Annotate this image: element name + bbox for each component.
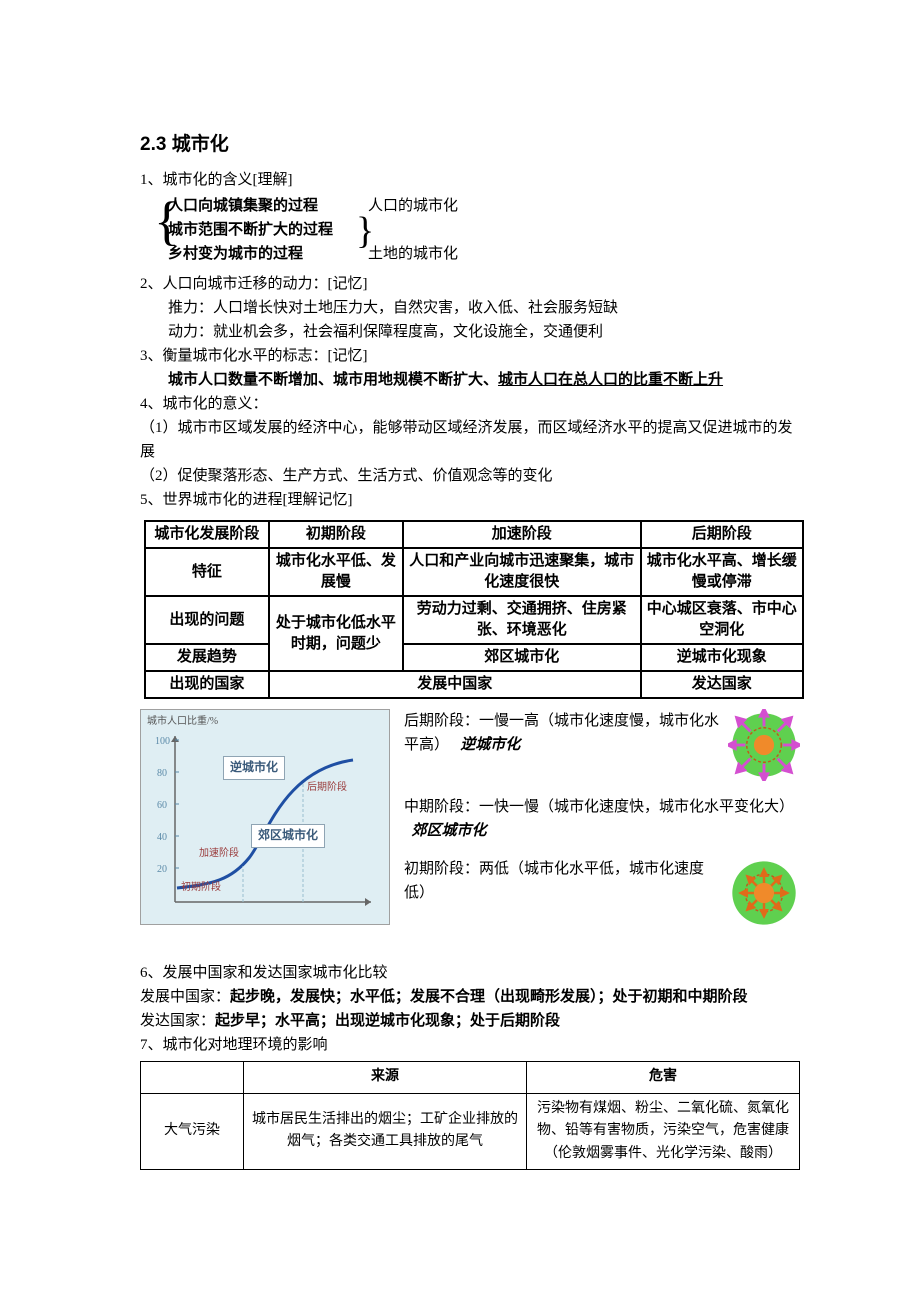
st-r3c0: 发展趋势: [145, 644, 269, 671]
def-l3: 乡村变为城市的过程: [168, 242, 368, 266]
desc-late-b: 逆城市化: [460, 737, 520, 753]
st-r2c0: 出现的问题: [145, 596, 269, 644]
item3-body-b: 城市人口在总人口的比重不断上升: [498, 372, 723, 388]
desc-late-a: 后期阶段：一慢一高（城市化速度慢，城市化水平高）: [404, 713, 719, 753]
et-h2: 危害: [527, 1062, 800, 1093]
st-h3: 后期阶段: [641, 521, 803, 548]
item6-adv: 发达国家：起步早；水平高；出现逆城市化现象；处于后期阶段: [140, 1009, 800, 1033]
et-r1c2: 污染物有煤烟、粉尘、二氧化硫、氮氧化物、铅等有害物质，污染空气，危害健康（伦敦烟…: [527, 1093, 800, 1169]
item1-head: 1、城市化的含义[理解]: [140, 168, 800, 192]
st-r1c3: 城市化水平高、增长缓慢或停滞: [641, 548, 803, 596]
chart-anno-1: 逆城市化: [223, 756, 285, 779]
desc-early-a: 初期阶段：两低（城市化水平低，城市化速度低）: [404, 861, 704, 901]
st-r2c1: 处于城市化低水平时期，问题少: [269, 596, 403, 671]
et-h1: 来源: [244, 1062, 527, 1093]
chart-ylabel: 城市人口比重/%: [147, 714, 383, 730]
desc-mid-b: 郊区城市化: [412, 823, 487, 839]
et-r1c1: 城市居民生活排出的烟尘；工矿企业排放的烟气；各类交通工具排放的尾气: [244, 1093, 527, 1169]
et-r1c0: 大气污染: [141, 1093, 244, 1169]
def-r1: 人口的城市化: [368, 194, 488, 218]
st-r4c0: 出现的国家: [145, 671, 269, 698]
env-table: 来源 危害 大气污染 城市居民生活排出的烟尘；工矿企业排放的烟气；各类交通工具排…: [140, 1061, 800, 1170]
st-h0: 城市化发展阶段: [145, 521, 269, 548]
stage-descriptions: 后期阶段：一慢一高（城市化速度慢，城市化水平高） 逆城市化: [404, 709, 800, 943]
section-title: 2.3 城市化: [140, 130, 800, 160]
st-r2c2: 劳动力过剩、交通拥挤、住房紧张、环境恶化: [403, 596, 641, 644]
item6-head: 6、发展中国家和发达国家城市化比较: [140, 961, 800, 985]
st-r1c0: 特征: [145, 548, 269, 596]
st-r1c2: 人口和产业向城市迅速聚集，城市化速度很快: [403, 548, 641, 596]
yt100: 100: [155, 736, 170, 747]
brace-right-icon: }: [356, 212, 374, 250]
et-h0: [141, 1062, 244, 1093]
item2-head: 2、人口向城市迁移的动力：[记忆]: [140, 272, 800, 296]
st-r4c3: 发达国家: [641, 671, 803, 698]
counter-urban-icon: [728, 709, 800, 781]
chart-lbl-early: 初期阶段: [181, 880, 221, 896]
item5-head: 5、世界城市化的进程[理解记忆]: [140, 488, 800, 512]
def-l1: 人口向城镇集聚的过程: [168, 194, 368, 218]
st-h2: 加速阶段: [403, 521, 641, 548]
chart-lbl-late: 后期阶段: [307, 780, 347, 796]
item6-dev: 发展中国家：起步晚，发展快；水平低；发展不合理（出现畸形发展）；处于初期和中期阶…: [140, 985, 800, 1009]
item2-push: 推力：人口增长快对土地压力大，自然灾害，收入低、社会服务短缺: [168, 296, 800, 320]
st-h1: 初期阶段: [269, 521, 403, 548]
chart-lbl-mid: 加速阶段: [199, 846, 239, 862]
item6-dev-a: 发展中国家：: [140, 989, 230, 1005]
chart-anno-2: 郊区城市化: [251, 824, 325, 847]
item3-head: 3、衡量城市化水平的标志：[记忆]: [140, 344, 800, 368]
def-r3: 土地的城市化: [368, 242, 488, 266]
item6-adv-b: 起步早；水平高；出现逆城市化现象；处于后期阶段: [215, 1013, 560, 1029]
st-r4c1: 发展中国家: [269, 671, 641, 698]
yt60: 60: [157, 800, 167, 811]
def-l2: 城市范围不断扩大的过程: [168, 218, 368, 242]
def-r2: [368, 218, 488, 242]
st-r3c2: 郊区城市化: [403, 644, 641, 671]
st-r1c1: 城市化水平低、发展慢: [269, 548, 403, 596]
item4-p2: （2）促使聚落形态、生产方式、生活方式、价值观念等的变化: [140, 464, 800, 488]
item7-head: 7、城市化对地理环境的影响: [140, 1033, 800, 1057]
definition-group: { 人口向城镇集聚的过程 人口的城市化 城市范围不断扩大的过程 乡村变为城市的过…: [168, 194, 800, 266]
yt40: 40: [157, 832, 167, 843]
brace-left-icon: {: [154, 194, 180, 248]
st-r2c3: 中心城区衰落、市中心空洞化: [641, 596, 803, 644]
item4-head: 4、城市化的意义：: [140, 392, 800, 416]
st-r3c3: 逆城市化现象: [641, 644, 803, 671]
item3-body: 城市人口数量不断增加、城市用地规模不断扩大、城市人口在总人口的比重不断上升: [168, 368, 800, 392]
item3-body-a: 城市人口数量不断增加、城市用地规模不断扩大、: [168, 372, 498, 388]
item6-dev-b: 起步晚，发展快；水平低；发展不合理（出现畸形发展）；处于初期和中期阶段: [230, 989, 748, 1005]
item4-p1: （1）城市市区域发展的经济中心，能够带动区域经济发展，而区域经济水平的提高又促进…: [140, 416, 800, 464]
desc-mid-a: 中期阶段：一快一慢（城市化速度快，城市化水平变化大）: [404, 799, 794, 815]
stage-table: 城市化发展阶段 初期阶段 加速阶段 后期阶段 特征 城市化水平低、发展慢 人口和…: [144, 520, 796, 699]
yt20: 20: [157, 864, 167, 875]
s-curve-chart: 城市人口比重/% 100 80 60 40 20: [140, 709, 390, 925]
item2-pull: 动力：就业机会多，社会福利保障程度高，文化设施全，交通便利: [168, 320, 800, 344]
mid-section: 城市人口比重/% 100 80 60 40 20: [140, 709, 800, 943]
yt80: 80: [157, 768, 167, 779]
suburban-icon: [728, 857, 800, 929]
item6-adv-a: 发达国家：: [140, 1013, 215, 1029]
